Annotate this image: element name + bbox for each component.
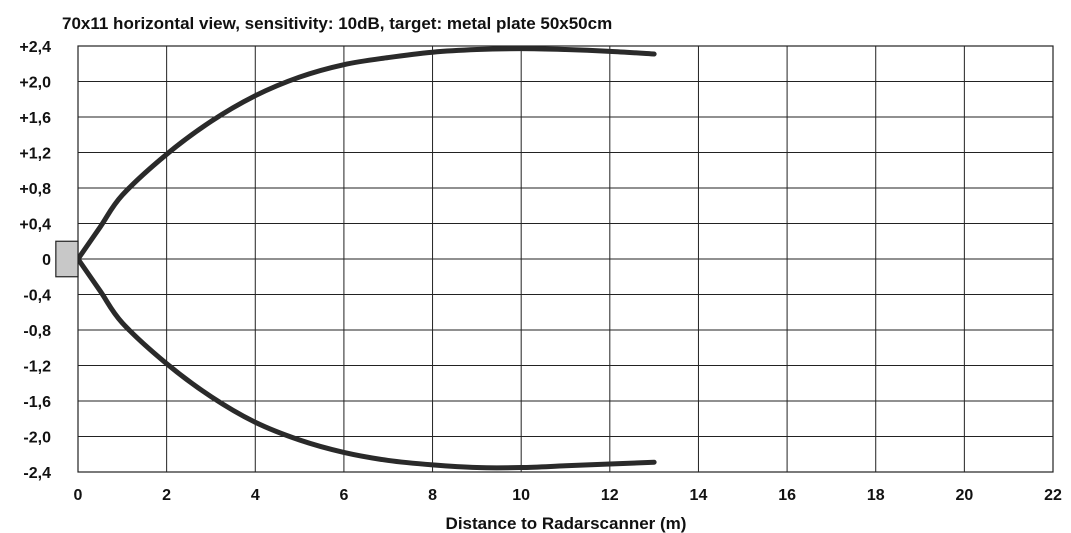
- x-tick-label: 8: [428, 487, 437, 504]
- radar-sensor: [55, 240, 79, 278]
- x-tick-label: 10: [512, 487, 530, 504]
- y-tick-label: +2,4: [19, 39, 51, 56]
- y-tick-label: -2,0: [23, 430, 51, 447]
- y-tick-labels: +2,4 +2,0 +1,6 +1,2 +0,8 +0,4 0 -0,4 -0,8 -1,2 -1,…: [19, 39, 51, 482]
- y-tick-label: -1,2: [23, 359, 51, 376]
- x-tick-label: 2: [162, 487, 171, 504]
- y-tick-label: +1,6: [19, 110, 51, 127]
- chart-title: 70x11 horizontal view, sensitivity: 10dB…: [62, 14, 612, 33]
- y-tick-label: +1,2: [19, 146, 51, 163]
- x-tick-label: 4: [251, 487, 260, 504]
- y-tick-label: -2,4: [23, 465, 51, 482]
- radar-sensor-box: [55, 240, 79, 278]
- y-tick-label: +0,8: [19, 181, 51, 198]
- y-tick-label: 0: [42, 252, 51, 269]
- series: [75, 46, 657, 471]
- grid: [77, 45, 1054, 473]
- x-tick-label: 6: [339, 487, 348, 504]
- x-tick-label: 14: [690, 487, 708, 504]
- x-axis-label: Distance to Radarscanner (m): [446, 514, 687, 533]
- x-tick-label: 0: [74, 487, 83, 504]
- y-tick-label: +2,0: [19, 75, 51, 92]
- y-tick-label: -0,4: [23, 288, 51, 305]
- y-tick-label: -0,8: [23, 323, 51, 340]
- x-tick-label: 16: [778, 487, 796, 504]
- x-tick-label: 22: [1044, 487, 1062, 504]
- x-tick-labels: 0 2 4 6 8 10 12 14 16 18 20 22: [74, 487, 1062, 504]
- detection-boundary-upper: [75, 46, 657, 262]
- x-tick-label: 18: [867, 487, 885, 504]
- x-tick-label: 20: [955, 487, 973, 504]
- x-tick-label: 12: [601, 487, 619, 504]
- y-tick-label: -1,6: [23, 394, 51, 411]
- y-tick-label: +0,4: [19, 217, 51, 234]
- detection-boundary-lower: [75, 256, 657, 471]
